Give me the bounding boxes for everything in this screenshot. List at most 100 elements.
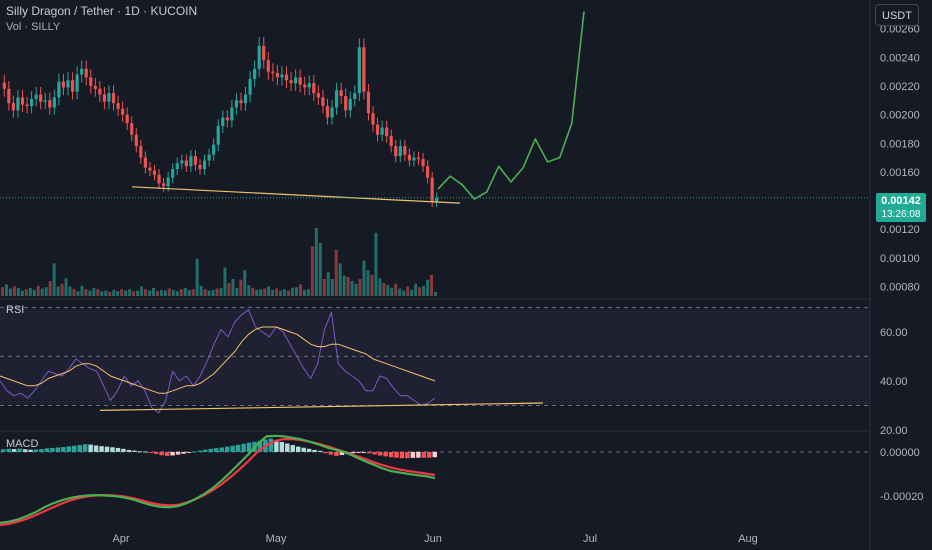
macd-histogram-bar <box>416 451 421 458</box>
macd-line <box>0 434 436 524</box>
volume-bar <box>243 270 247 296</box>
candle-body <box>116 103 120 109</box>
volume-bar <box>358 279 362 296</box>
rsi-pane-label: RSI <box>6 304 25 316</box>
macd-histogram-bar <box>132 450 137 452</box>
volume-bar <box>370 274 374 296</box>
volume-bar <box>414 283 418 296</box>
symbol-title[interactable]: Silly Dragon / Tether · 1D · KUCOIN <box>6 4 198 18</box>
price-tick-label: 0.00220 <box>880 81 920 93</box>
macd-histogram-bar <box>181 451 186 454</box>
last-price-tag: 0.00142 13:26:08 <box>876 193 926 222</box>
candle-body <box>225 117 229 121</box>
macd-signal-line <box>0 438 436 527</box>
candle-body <box>430 177 434 203</box>
currency-button[interactable]: USDT <box>875 4 919 26</box>
macd-histogram-bar <box>137 451 143 453</box>
candle-body <box>84 68 88 78</box>
volume-bar <box>183 287 187 296</box>
volume-bar <box>298 284 302 296</box>
macd-histogram-bar <box>175 451 181 455</box>
candle-body <box>389 136 393 147</box>
volume-bar <box>207 290 211 296</box>
candle-body <box>398 146 402 157</box>
candle-body <box>239 100 243 104</box>
candle-body <box>362 47 366 92</box>
volume-bar <box>136 290 140 296</box>
volume-bar <box>96 289 100 296</box>
volume-bar <box>171 289 175 296</box>
macd-histogram-bar <box>388 451 394 458</box>
volume-bar <box>140 286 144 296</box>
price-tick-label: 0.00180 <box>880 138 920 150</box>
volume-bar <box>346 276 350 296</box>
macd-histogram-bar <box>11 449 17 452</box>
volume-bar <box>92 287 96 296</box>
macd-histogram-bar <box>268 438 274 452</box>
macd-histogram-bar <box>323 451 328 454</box>
candle-body <box>348 98 352 111</box>
rsi-trendline <box>99 402 544 411</box>
time-tick-label: Apr <box>112 533 129 545</box>
candle-body <box>43 100 47 102</box>
volume-bar <box>390 287 394 296</box>
macd-histogram-bar <box>44 448 50 452</box>
volume-bar <box>410 289 414 296</box>
rsi-line <box>0 309 436 414</box>
candle-body <box>257 45 261 69</box>
macd-histogram-bar <box>377 451 383 456</box>
volume-bar <box>12 286 16 296</box>
macd-histogram-bar <box>22 449 28 452</box>
volume-bar <box>219 287 223 296</box>
candle-body <box>171 169 175 178</box>
candle-body <box>216 126 220 145</box>
volume-bar <box>144 289 147 296</box>
macd-tick-label: 0.00000 <box>880 447 920 459</box>
volume-bar <box>8 288 12 296</box>
candle-body <box>148 167 152 171</box>
volume-bar <box>203 289 207 296</box>
candle-body <box>275 73 279 78</box>
macd-histogram-bar <box>405 451 410 459</box>
volume-bar <box>4 284 8 296</box>
candle-body <box>357 47 361 94</box>
macd-histogram-bar <box>148 451 153 453</box>
candle-body <box>339 90 343 96</box>
macd-histogram-bar <box>421 451 427 458</box>
macd-histogram-bar <box>55 447 61 452</box>
volume-bar <box>223 267 227 296</box>
volume-bar <box>68 286 72 296</box>
volume-bar <box>100 291 104 296</box>
candle-body <box>180 160 184 164</box>
macd-histogram-bar <box>230 445 235 452</box>
candle-body <box>394 146 398 157</box>
macd-histogram-bar <box>301 447 306 452</box>
candle-body <box>102 94 107 102</box>
macd-histogram-bar <box>208 448 214 452</box>
volume-bar <box>211 289 215 296</box>
volume-bar <box>80 285 84 296</box>
volume-bar <box>251 287 255 296</box>
macd-histogram-bar <box>235 444 241 452</box>
macd-histogram-bar <box>66 446 72 452</box>
volume-bar <box>326 272 330 296</box>
candle-body <box>221 117 225 127</box>
candle-body <box>234 100 239 108</box>
candle-body <box>143 157 147 168</box>
candle-body <box>271 71 275 74</box>
volume-bar <box>306 289 310 296</box>
volume-bar <box>263 288 267 296</box>
macd-histogram-bar <box>312 449 317 452</box>
volume-bar <box>334 249 338 296</box>
macd-histogram-bar <box>99 446 104 452</box>
volume-bar <box>378 278 382 296</box>
volume-bar <box>72 289 76 296</box>
time-tick-label: Jul <box>583 533 597 545</box>
candle-body <box>107 93 111 102</box>
price-tick-label: 0.00100 <box>880 253 920 265</box>
macd-tick-label: -0.00020 <box>880 491 923 503</box>
candle-body <box>321 97 325 107</box>
candle-body <box>243 94 248 104</box>
